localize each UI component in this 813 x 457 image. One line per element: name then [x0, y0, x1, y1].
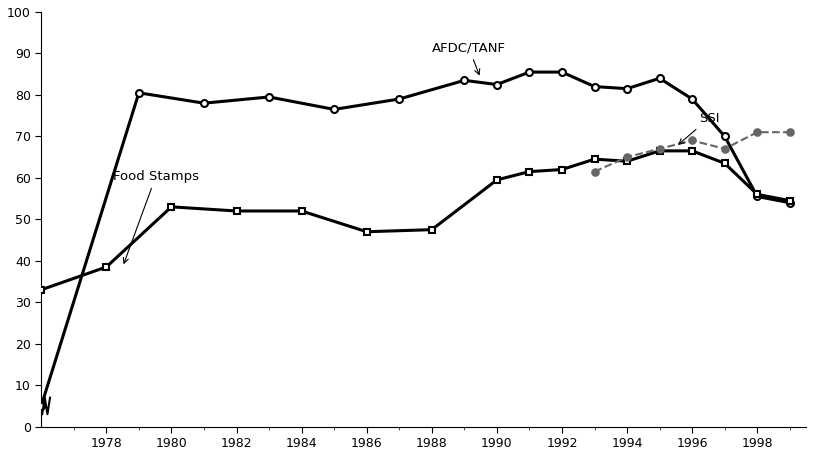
Text: Food Stamps: Food Stamps [113, 170, 199, 263]
Text: SSI: SSI [679, 112, 720, 144]
Text: AFDC/TANF: AFDC/TANF [432, 41, 506, 74]
